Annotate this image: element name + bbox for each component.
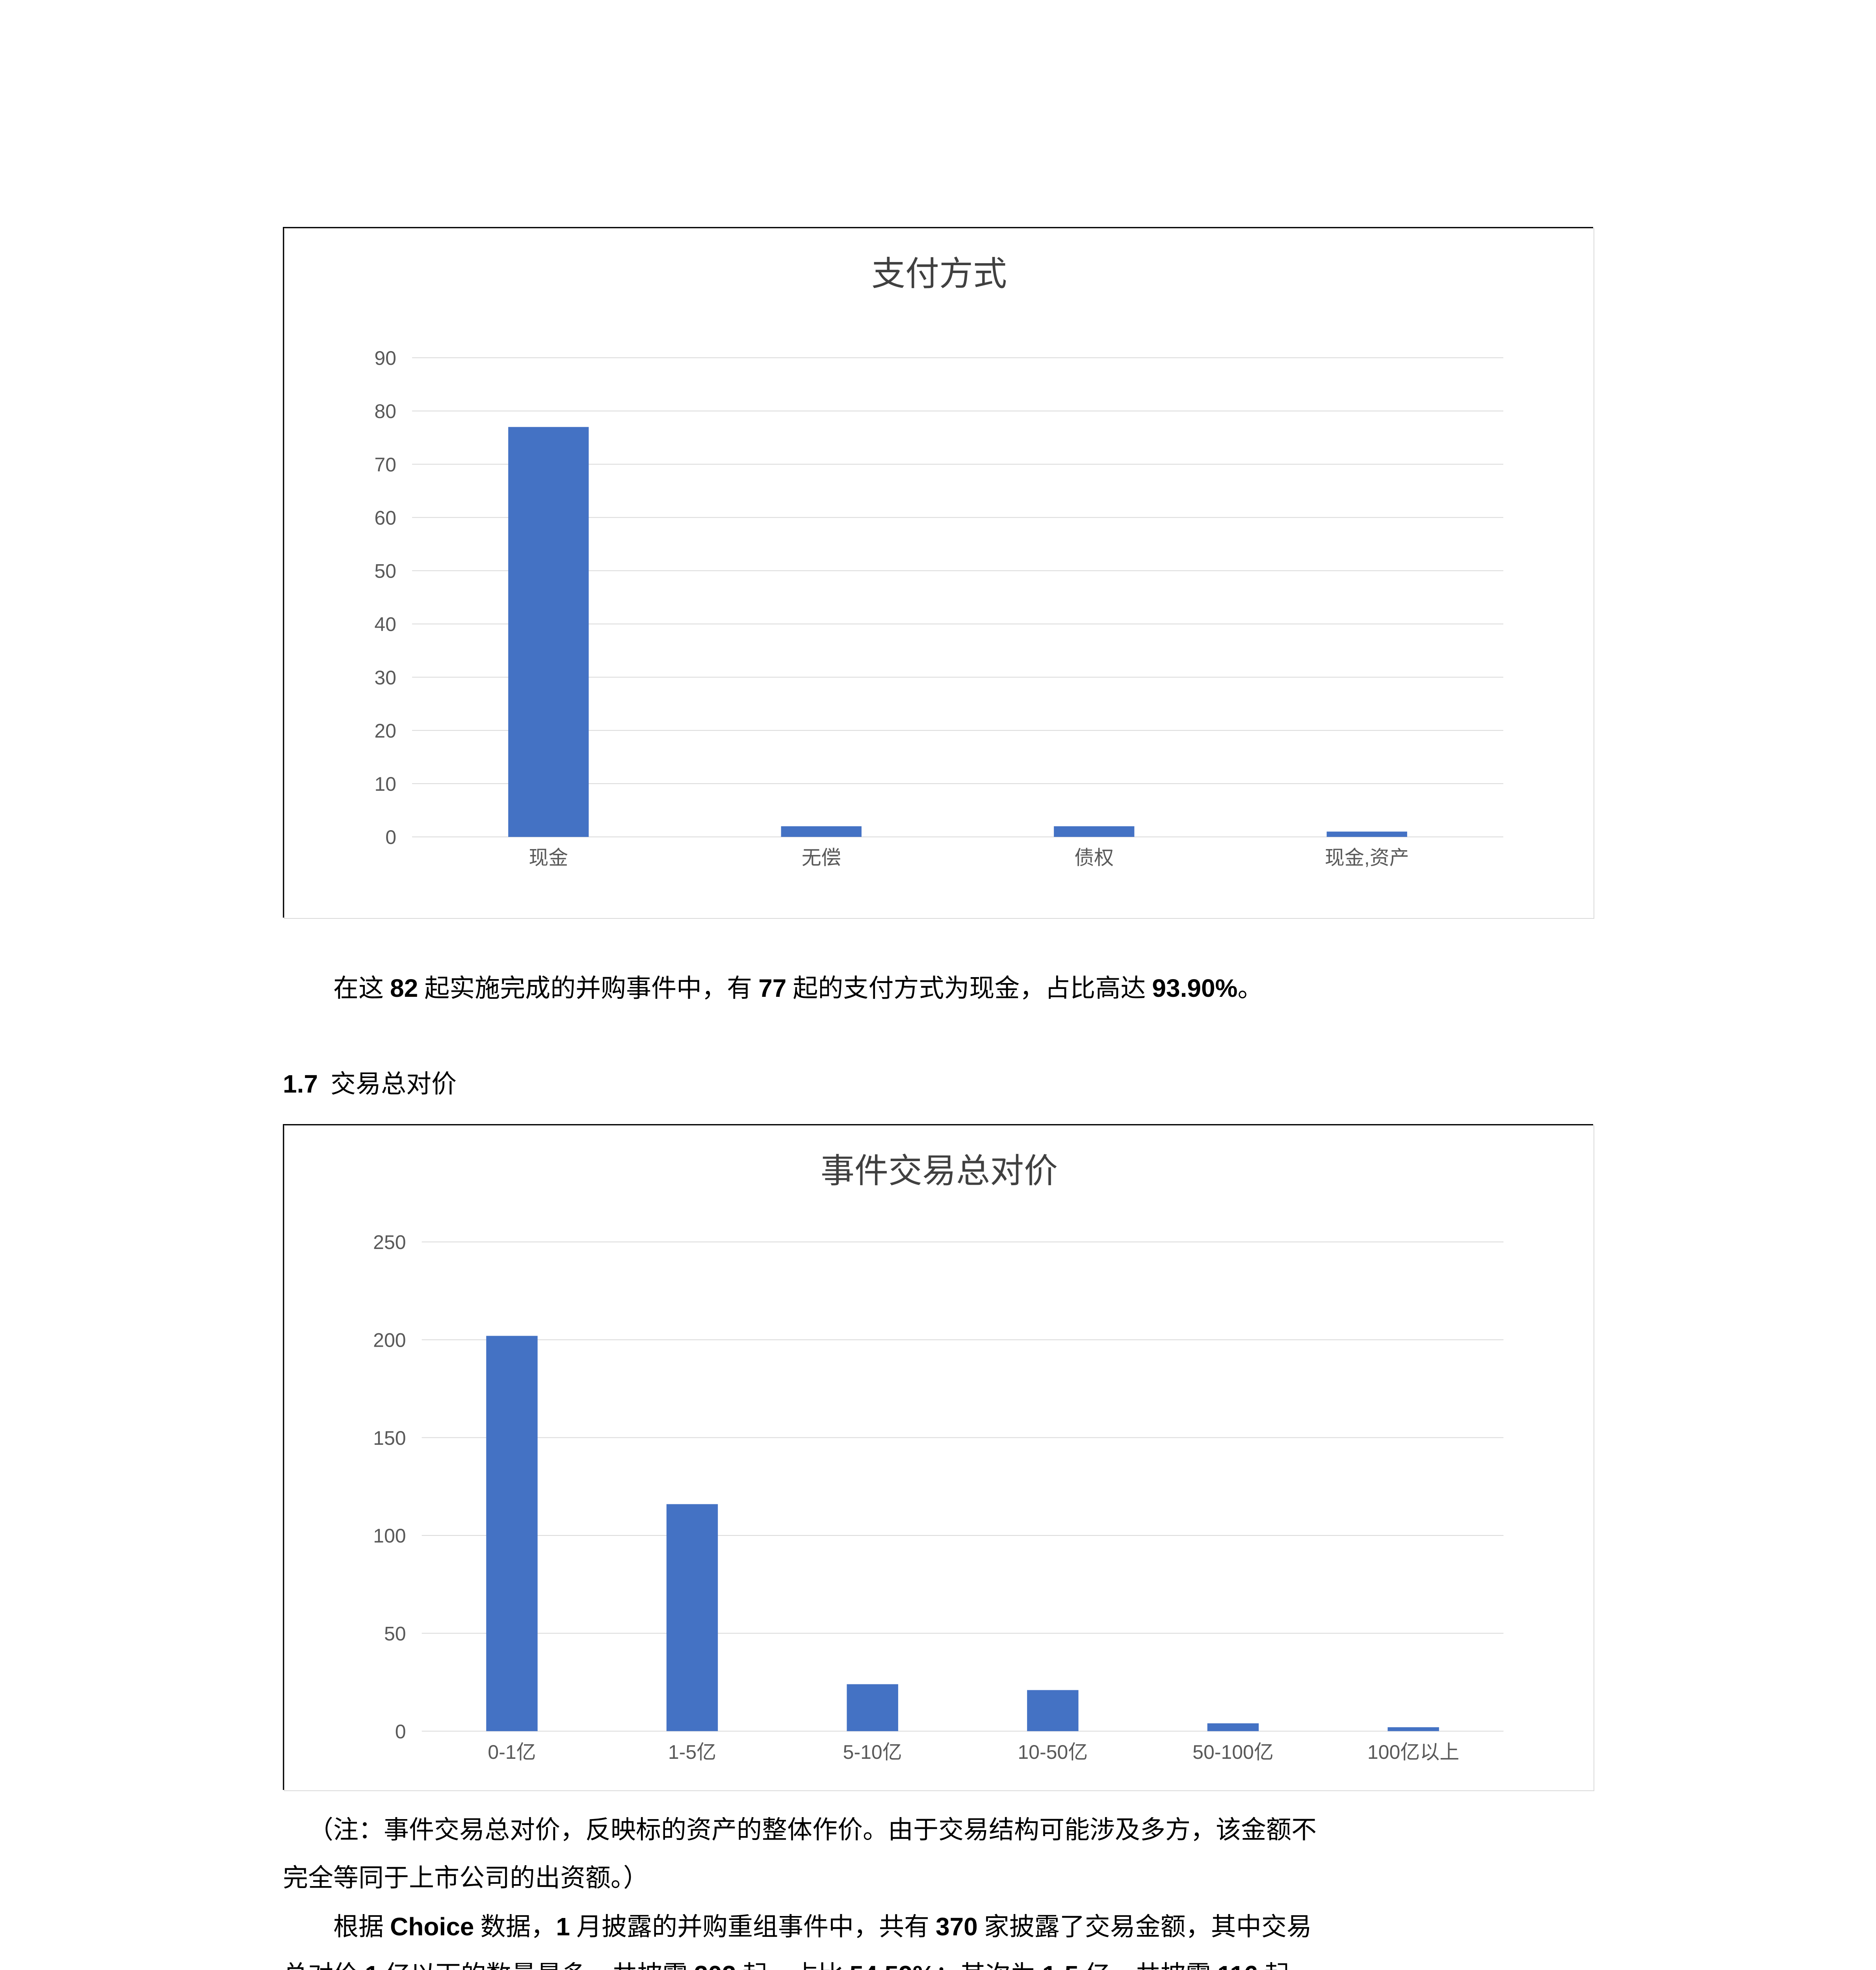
svg-text:0-1亿: 0-1亿 — [488, 1741, 536, 1763]
svg-text:150: 150 — [373, 1427, 406, 1449]
svg-text:100: 100 — [373, 1525, 406, 1547]
svg-text:1-5亿: 1-5亿 — [668, 1741, 716, 1763]
svg-text:30: 30 — [374, 667, 396, 689]
svg-text:债权: 债权 — [1074, 847, 1114, 869]
svg-text:事件交易总对价: 事件交易总对价 — [821, 1152, 1058, 1190]
svg-text:5-10亿: 5-10亿 — [843, 1741, 902, 1763]
svg-text:50: 50 — [374, 560, 396, 582]
svg-text:70: 70 — [374, 453, 396, 476]
svg-text:90: 90 — [374, 347, 396, 369]
svg-text:支付方式: 支付方式 — [871, 255, 1007, 293]
svg-text:无偿: 无偿 — [802, 847, 841, 869]
svg-text:50: 50 — [384, 1622, 406, 1645]
svg-text:10: 10 — [374, 773, 396, 795]
svg-text:60: 60 — [374, 507, 396, 529]
svg-text:0: 0 — [395, 1721, 406, 1743]
svg-text:现金: 现金 — [529, 847, 568, 869]
svg-text:40: 40 — [374, 613, 396, 636]
svg-text:20: 20 — [374, 720, 396, 742]
svg-text:0: 0 — [385, 826, 396, 848]
svg-text:200: 200 — [373, 1329, 406, 1351]
svg-text:50-100亿: 50-100亿 — [1192, 1741, 1274, 1763]
svg-text:10-50亿: 10-50亿 — [1018, 1741, 1088, 1763]
svg-text:现金,资产: 现金,资产 — [1325, 847, 1409, 869]
svg-text:80: 80 — [374, 400, 396, 422]
svg-text:250: 250 — [373, 1231, 406, 1253]
svg-text:100亿以上: 100亿以上 — [1367, 1741, 1459, 1763]
